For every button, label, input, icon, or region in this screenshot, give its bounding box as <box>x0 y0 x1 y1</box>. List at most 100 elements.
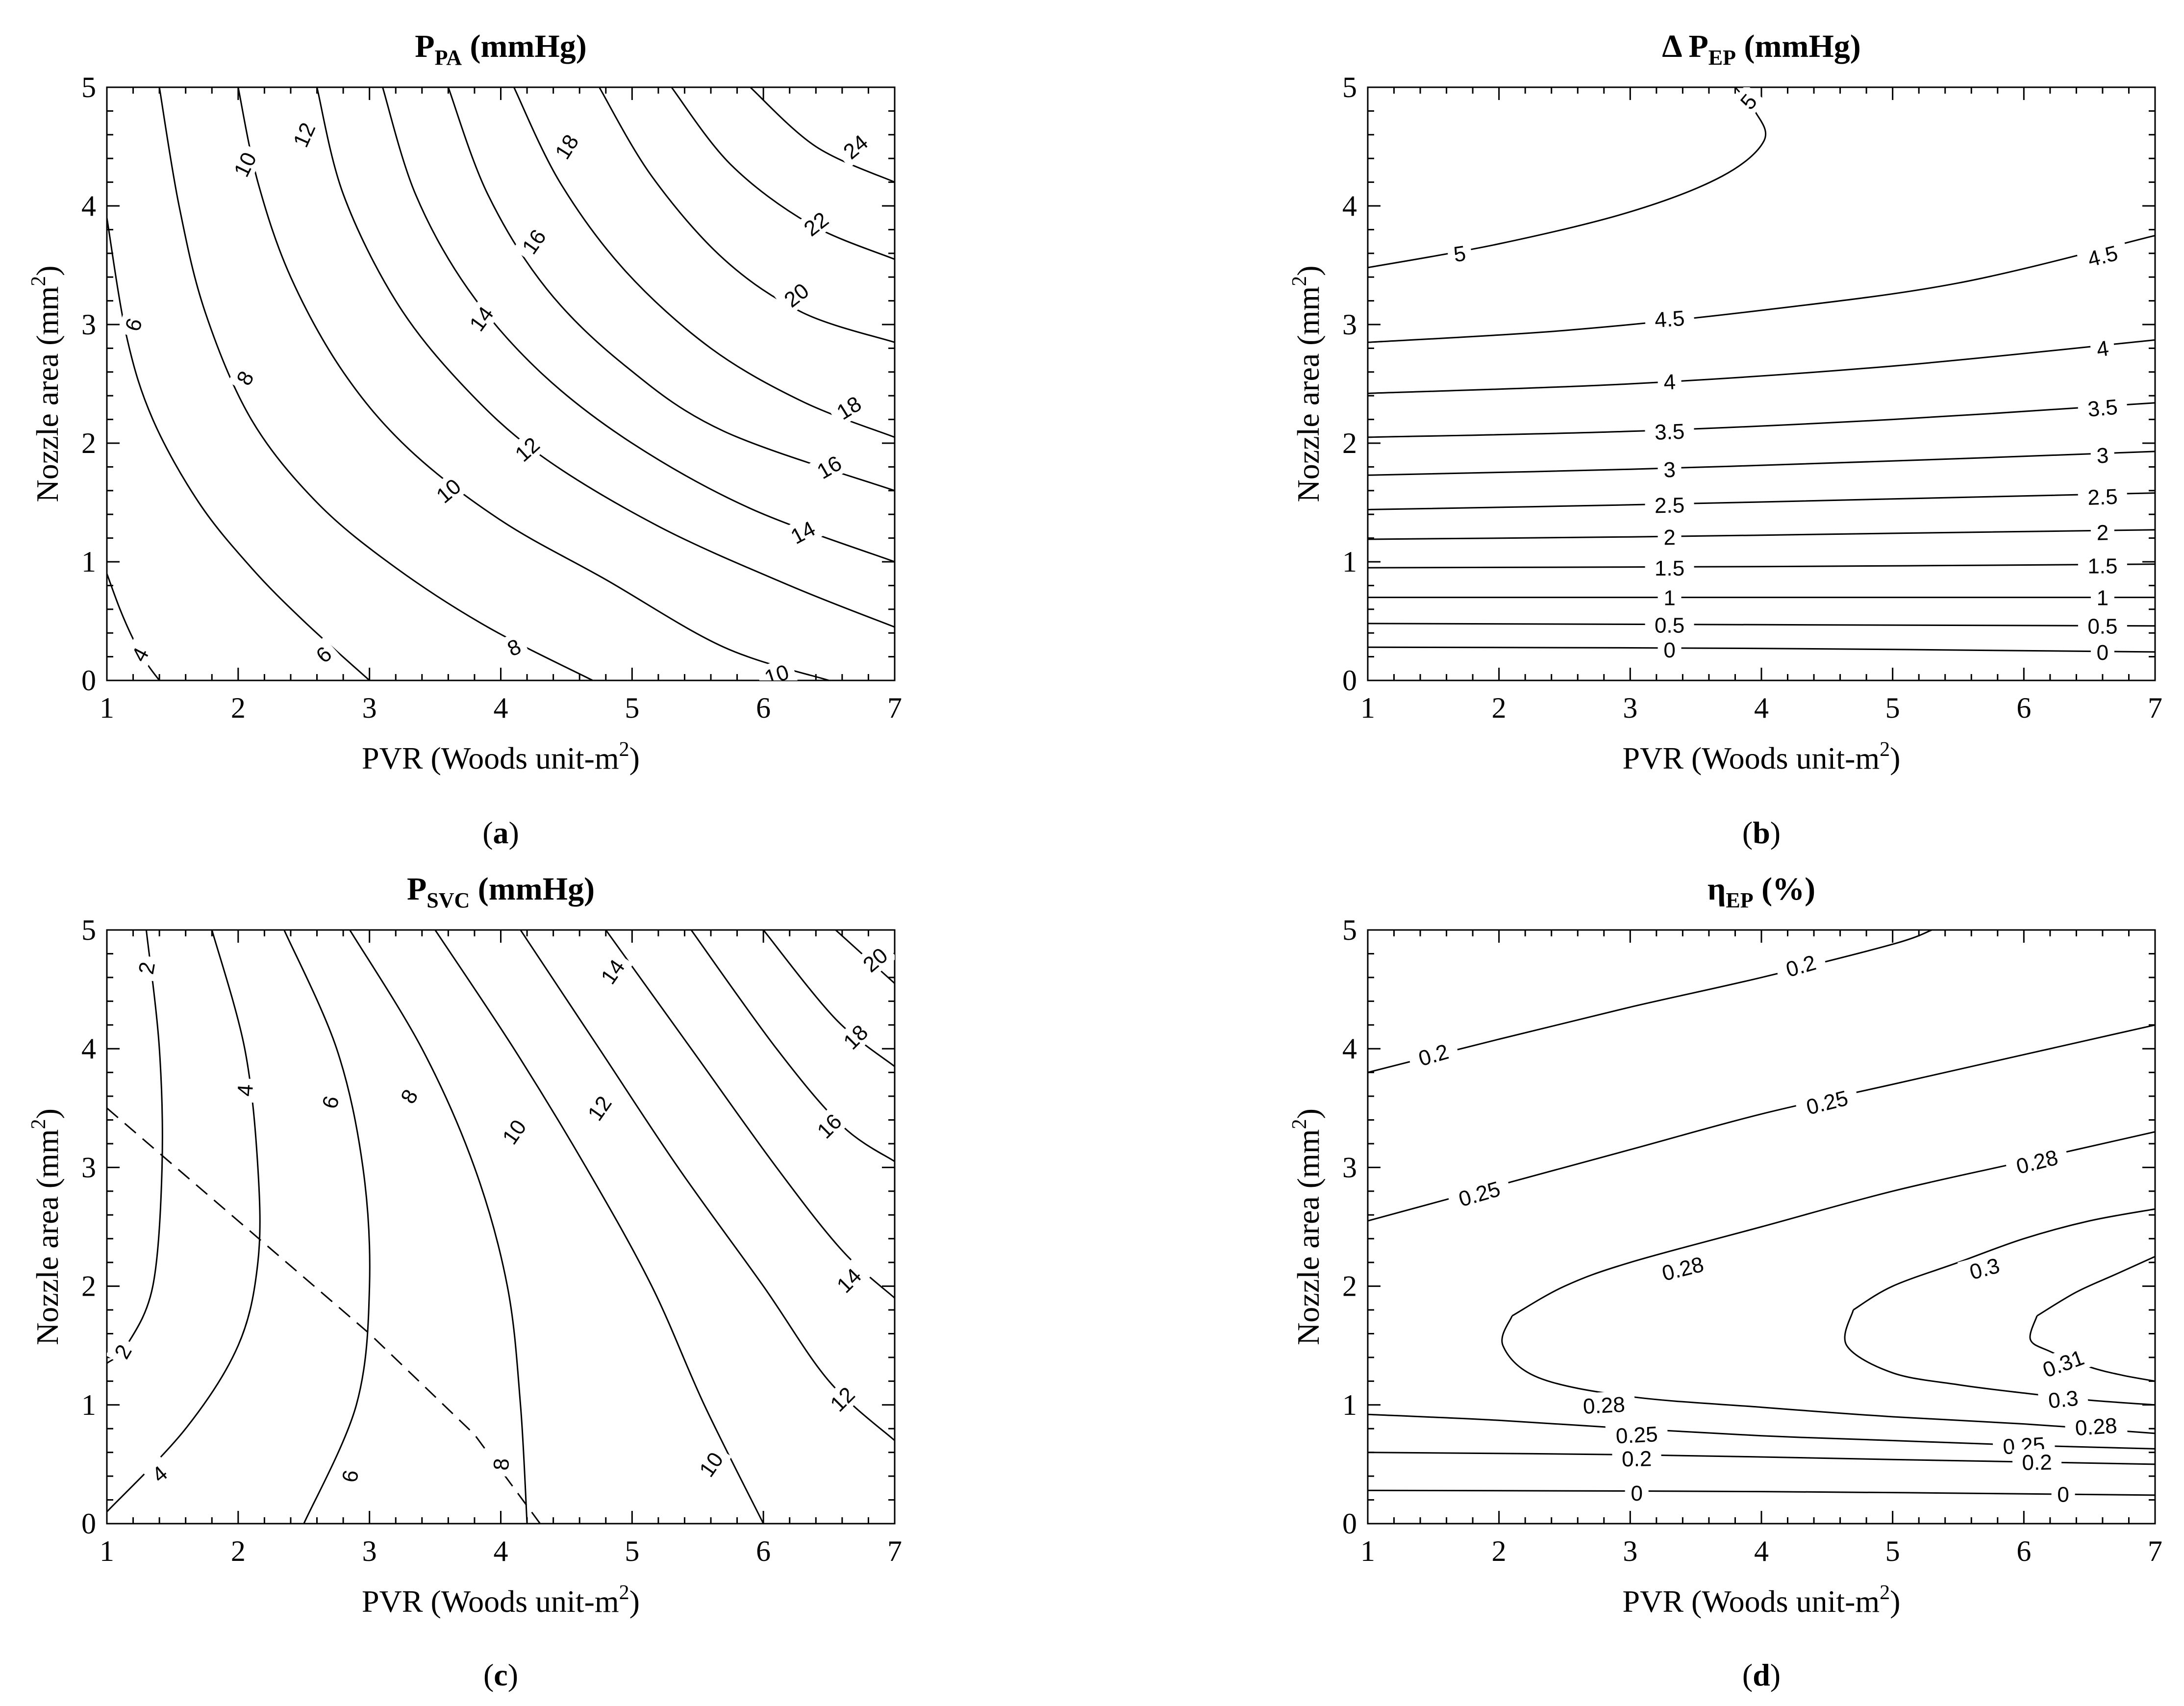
contour-label-bg <box>774 274 819 316</box>
x-axis-label-end: ) <box>1890 1584 1900 1619</box>
y-tick-label: 3 <box>81 1151 96 1183</box>
x-tick-label: 7 <box>887 692 902 724</box>
contour-label-bg <box>107 1335 140 1368</box>
x-tick-label: 6 <box>756 692 771 724</box>
contour-line <box>107 573 160 680</box>
contour-label: 2.5 <box>1655 493 1685 518</box>
y-tick-label: 2 <box>1342 427 1357 459</box>
caption-open: ( <box>482 815 493 850</box>
contour-label-bg <box>833 1015 878 1059</box>
contour-label-group: 8 <box>498 630 530 664</box>
y-axis-label-text: Nozzle area (mm <box>1291 286 1326 502</box>
contour-label-bg <box>335 1462 365 1490</box>
x-axis-label-text: PVR (Woods unit-m <box>362 741 619 776</box>
contour-label-bg <box>314 1087 346 1117</box>
y-tick-label: 0 <box>81 664 96 697</box>
y-axis-label: Nozzle area (mm2) <box>27 1108 65 1345</box>
contour-label-bg <box>827 1258 871 1303</box>
contour-label: 3 <box>1663 458 1676 482</box>
contour-label-group: 1.5 <box>2078 552 2127 578</box>
contour-label-bg <box>123 638 157 671</box>
y-tick-label: 3 <box>81 308 96 341</box>
contour-line <box>158 87 593 680</box>
contour-label-group: 6 <box>335 1462 365 1490</box>
contour-label: 0.3 <box>2047 1386 2080 1413</box>
contour-label-bg <box>1774 946 1828 985</box>
contour-label: 3 <box>2096 444 2109 468</box>
y-axis-label-text: Nozzle area (mm <box>30 1129 65 1345</box>
chart-title: Δ PEP (mmHg) <box>1662 28 1861 70</box>
contour-line <box>1368 529 2155 540</box>
contour-label-bg <box>690 1442 732 1487</box>
contour-line <box>283 930 371 1524</box>
panel-caption: (b) <box>1742 815 1781 850</box>
contour-label-group: 3.5 <box>1644 418 1695 445</box>
contour-label-bg <box>1657 456 1682 483</box>
contour-label-group: 0.28 <box>2004 1141 2070 1181</box>
contour-label-bg <box>117 309 149 340</box>
contour-label-group: 0 <box>1625 1480 1649 1505</box>
contour-label-bg <box>487 1452 515 1477</box>
x-tick-label: 3 <box>362 692 377 724</box>
contour-label-group: 0.3 <box>2037 1383 2089 1414</box>
caption-close: ) <box>1770 1657 1781 1692</box>
chart-title-unit: (mmHg) <box>1736 28 1861 64</box>
contour-label-group: 4.5 <box>1644 304 1695 333</box>
contour-label-bg <box>227 361 262 395</box>
y-tick-label: 2 <box>81 1270 96 1303</box>
contour-label-bg <box>2089 334 2116 363</box>
contour-label-group: 3 <box>2090 441 2115 469</box>
x-axis-label-sup: 2 <box>619 738 629 761</box>
x-tick-label: 2 <box>1492 1535 1506 1567</box>
contour-label-bg <box>1645 491 1695 518</box>
contour-line <box>763 930 895 1067</box>
contour-label: 2 <box>2096 521 2109 545</box>
x-axis-label: PVR (Woods unit-m2) <box>1623 738 1901 776</box>
y-axis-label-text: Nozzle area (mm <box>30 286 65 502</box>
contour-line <box>1844 1309 2155 1406</box>
y-axis-label-sup: 2 <box>27 1119 50 1129</box>
x-tick-label: 1 <box>100 692 114 724</box>
contour-label: 0 <box>2097 641 2109 665</box>
contour-label-group: 0 <box>2090 639 2114 665</box>
panel-caption: (d) <box>1742 1657 1781 1692</box>
x-tick-label: 1 <box>1360 1535 1375 1567</box>
x-axis-label-end: ) <box>629 1584 640 1619</box>
y-tick-label: 5 <box>1342 71 1357 103</box>
contour-label-group: 1.5 <box>1645 555 1694 581</box>
y-tick-label: 4 <box>81 190 96 222</box>
x-tick-label: 2 <box>1492 692 1506 724</box>
contour-label-bg <box>1657 524 1682 550</box>
y-tick-label: 4 <box>1342 190 1357 222</box>
contour-label-bg <box>1605 1420 1668 1449</box>
x-tick-label: 4 <box>494 692 508 724</box>
contour-line <box>1368 451 2155 476</box>
contour-label-bg <box>498 630 530 664</box>
contour-line <box>1368 563 2155 569</box>
contour-label: 4 <box>233 1083 258 1097</box>
contour-label: 3.5 <box>1654 420 1685 445</box>
contour-label-bg <box>1406 1035 1461 1074</box>
x-tick-label: 4 <box>494 1535 508 1567</box>
contour-line <box>434 930 764 1524</box>
contour-label: 1.5 <box>2087 554 2117 578</box>
contour-label-bg <box>2078 483 2128 510</box>
contour-label-group: 0.2 <box>1406 1035 1461 1074</box>
contour-label-bg <box>2051 1481 2075 1507</box>
contour-line <box>349 930 528 1524</box>
contour-label-group: 6 <box>117 309 149 340</box>
caption-letter: b <box>1753 815 1770 850</box>
contour-label-group: 4 <box>2089 334 2116 363</box>
x-tick-label: 5 <box>1885 1535 1900 1567</box>
contour-line <box>237 87 829 680</box>
contour-line <box>1368 646 2155 653</box>
contour-label-bg <box>2090 519 2115 545</box>
chart-title: ηEP (%) <box>1707 871 1815 912</box>
contour-label: 0.5 <box>1655 613 1684 637</box>
y-axis-label: Nozzle area (mm2) <box>1288 1108 1326 1345</box>
contour-line <box>1501 1315 2155 1434</box>
x-axis-label-text: PVR (Woods unit-m <box>1623 741 1880 776</box>
